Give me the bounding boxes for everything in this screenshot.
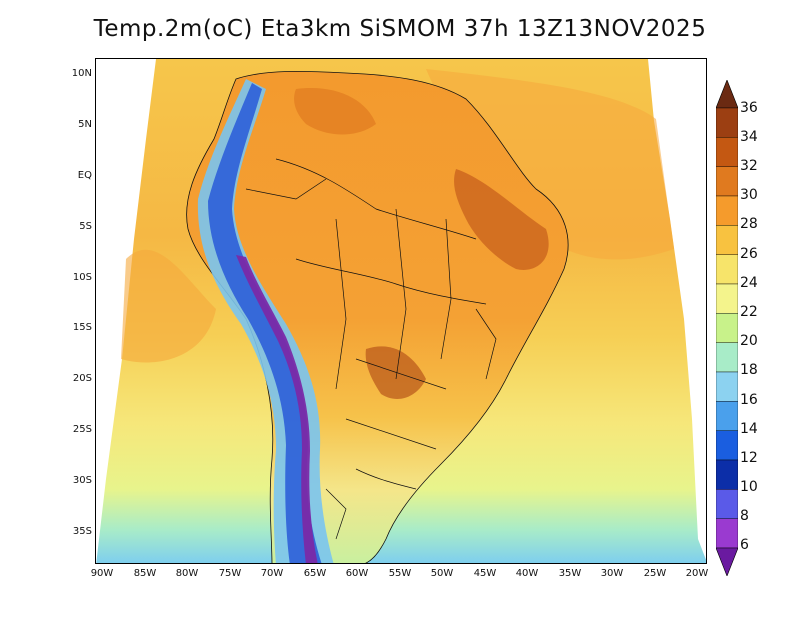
- atlantic-warm-band: [426, 69, 674, 260]
- colorbar-swatch: [716, 137, 738, 167]
- temperature-map: [96, 59, 706, 563]
- hot-zone-northeast: [454, 169, 549, 270]
- lon-tick: 25W: [643, 568, 667, 579]
- lat-tick: 5N: [78, 119, 92, 130]
- colorbar-swatch: [716, 166, 738, 197]
- colorbar: [716, 80, 738, 576]
- colorbar-swatch: [716, 342, 738, 373]
- colorbar-label: 12: [740, 450, 758, 466]
- political-borders: [245, 158, 497, 540]
- colorbar-swatch: [716, 401, 738, 431]
- lon-tick: 80W: [175, 568, 199, 579]
- lon-tick: 65W: [303, 568, 327, 579]
- colorbar-swatch: [716, 489, 738, 519]
- colorbar-label: 24: [740, 275, 758, 291]
- hot-zone-central: [365, 346, 426, 399]
- lat-tick: EQ: [77, 170, 92, 181]
- colorbar-label: 14: [740, 421, 758, 437]
- colorbar-swatch: [716, 371, 738, 402]
- colorbar-swatch: [716, 225, 738, 255]
- lon-tick: 70W: [260, 568, 284, 579]
- colorbar-label: 18: [740, 362, 758, 378]
- colorbar-bottom-arrow: [716, 547, 738, 576]
- colorbar-label: 8: [740, 508, 749, 524]
- map-panel: [95, 58, 707, 564]
- colorbar-swatch: [716, 195, 738, 226]
- colorbar-label: 6: [740, 537, 749, 553]
- colorbar-swatch: [716, 313, 738, 343]
- colorbar-label: 10: [740, 479, 758, 495]
- lon-tick: 60W: [345, 568, 369, 579]
- colorbar-swatch: [716, 518, 738, 549]
- colorbar-label: 30: [740, 187, 758, 203]
- lon-tick: 45W: [473, 568, 497, 579]
- lon-tick: 40W: [515, 568, 539, 579]
- lat-tick: 5S: [79, 221, 92, 232]
- andes-high-band: [236, 255, 318, 563]
- lon-tick: 35W: [558, 568, 582, 579]
- colorbar-label: 26: [740, 246, 758, 262]
- lat-tick: 35S: [72, 526, 92, 537]
- colorbar-top-arrow: [716, 80, 738, 109]
- map-title: Temp.2m(oC) Eta3km SiSMOM 37h 13Z13NOV20…: [93, 16, 707, 42]
- colorbar-swatch: [716, 459, 738, 490]
- lon-tick: 30W: [600, 568, 624, 579]
- lon-tick: 50W: [430, 568, 454, 579]
- colorbar-label: 36: [740, 100, 758, 116]
- colorbar-label: 28: [740, 216, 758, 232]
- lat-tick: 20S: [72, 373, 92, 384]
- colorbar-swatch: [716, 430, 738, 461]
- colorbar-swatch: [716, 254, 738, 285]
- lat-tick: 30S: [72, 475, 92, 486]
- andes-mid-band: [208, 83, 322, 563]
- colorbar-label: 32: [740, 158, 758, 174]
- lon-tick: 85W: [133, 568, 157, 579]
- colorbar-swatch: [716, 107, 738, 138]
- colorbar-swatch: [716, 283, 738, 314]
- lat-tick: 15S: [72, 322, 92, 333]
- lon-tick: 20W: [685, 568, 709, 579]
- hot-zone-north: [294, 88, 376, 135]
- colorbar-label: 22: [740, 304, 758, 320]
- lat-tick: 25S: [72, 424, 92, 435]
- lat-tick: 10N: [71, 68, 92, 79]
- colorbar-label: 20: [740, 333, 758, 349]
- colorbar-label: 34: [740, 129, 758, 145]
- lon-tick: 55W: [388, 568, 412, 579]
- colorbar-label: 16: [740, 392, 758, 408]
- lat-tick: 10S: [72, 272, 92, 283]
- lon-tick: 90W: [90, 568, 114, 579]
- lon-tick: 75W: [218, 568, 242, 579]
- pacific-warm-band: [121, 249, 216, 363]
